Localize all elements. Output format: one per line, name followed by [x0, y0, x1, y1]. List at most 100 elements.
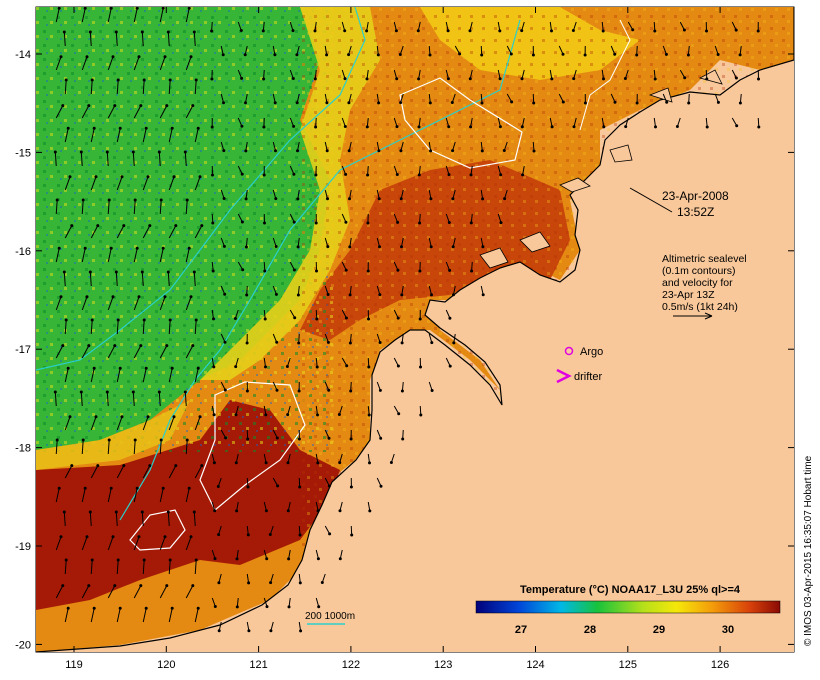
velocity-arrow-head [447, 173, 451, 177]
velocity-arrow-head [92, 366, 96, 370]
velocity-arrow-head [53, 390, 57, 394]
velocity-arrow [168, 368, 173, 383]
velocity-arrow-head [345, 364, 349, 368]
velocity-arrow [263, 405, 267, 415]
velocity-arrow [159, 488, 164, 503]
velocity-arrow [133, 105, 142, 119]
velocity-arrow [116, 416, 123, 431]
islands [479, 69, 723, 269]
lon-tick-label: 120 [157, 659, 175, 671]
velocity-arrow-head [185, 438, 189, 442]
velocity-arrow [497, 21, 501, 31]
timestamp-date: 23-Apr-2008 [662, 189, 729, 203]
velocity-arrow-head [316, 557, 320, 561]
velocity-arrow [349, 237, 352, 247]
velocity-arrow [236, 501, 239, 511]
velocity-arrow [218, 573, 222, 583]
velocity-arrow-head [59, 55, 63, 59]
cool-texture [36, 7, 336, 452]
velocity-arrow-head [417, 173, 421, 177]
velocity-arrow-head [222, 101, 225, 105]
velocity-arrow [116, 79, 119, 95]
velocity-arrow-head [297, 437, 301, 441]
velocity-arrow [90, 225, 99, 239]
velocity-arrow-head [452, 293, 455, 297]
velocity-arrow-head [683, 76, 687, 80]
velocity-arrow [168, 225, 177, 239]
colorbar-ticks: 27 28 29 30 [515, 624, 734, 636]
velocity-arrow-head [292, 268, 296, 272]
velocity-arrow [159, 248, 164, 263]
velocity-arrow-head [57, 486, 61, 490]
velocity-arrow-head [396, 220, 400, 224]
velocity-arrow-head [499, 173, 503, 177]
velocity-arrow-head [418, 317, 422, 321]
velocity-arrow [341, 261, 347, 271]
velocity-arrow-head [157, 150, 161, 154]
lat-tick-label: -16 [15, 246, 31, 258]
velocity-arrow-head [85, 55, 89, 59]
velocity-arrow-head [70, 224, 74, 228]
velocity-arrow [244, 45, 248, 55]
velocity-arrow-head [448, 316, 452, 320]
velocity-arrow [107, 56, 114, 71]
velocity-arrow [211, 501, 216, 511]
velocity-arrow [471, 261, 473, 272]
velocity-arrow-head [133, 438, 137, 442]
velocity-arrow-head [572, 77, 576, 81]
velocity-arrow-head [172, 175, 176, 179]
velocity-arrow-head [451, 149, 455, 153]
velocity-arrow-head [233, 317, 237, 320]
velocity-arrow [419, 405, 422, 416]
lon-tick-label: 126 [711, 659, 729, 671]
velocity-arrow-head [187, 486, 191, 490]
velocity-arrow-head [320, 581, 324, 584]
velocity-arrow-head [366, 173, 370, 177]
velocity-arrow [339, 549, 343, 559]
velocity-arrow [194, 225, 203, 239]
velocity-arrow [653, 21, 656, 32]
altimetry-note-3: and velocity for [662, 277, 733, 289]
velocity-arrow-head [139, 344, 143, 348]
velocity-arrow-head [275, 388, 279, 392]
velocity-arrow-head [613, 100, 617, 104]
velocity-arrow-head [79, 390, 83, 394]
velocity-arrow [549, 69, 553, 79]
velocity-arrow-head [261, 29, 265, 33]
velocity-arrow-head [735, 124, 739, 128]
velocity-arrow [297, 189, 300, 199]
velocity-arrow-head [326, 245, 330, 249]
ocean-mid-south [36, 400, 190, 470]
velocity-arrow [81, 56, 88, 71]
velocity-arrow-head [447, 221, 451, 224]
velocity-arrow [55, 248, 60, 263]
velocity-arrow-head [111, 295, 115, 299]
colorbar [475, 600, 781, 614]
velocity-arrow-head [222, 197, 226, 200]
velocity-arrow-head [498, 125, 502, 129]
velocity-arrow [324, 141, 328, 151]
lon-tick-label: 122 [342, 659, 360, 671]
velocity-arrow-head [276, 484, 280, 488]
velocity-arrow-head [210, 125, 214, 129]
velocity-arrow-head [273, 53, 277, 57]
velocity-arrow [705, 117, 708, 128]
velocity-arrow-head [247, 581, 251, 585]
velocity-arrow-head [79, 150, 83, 154]
velocity-arrow [400, 141, 404, 151]
velocity-arrow-head [316, 509, 320, 513]
velocity-arrow-head [298, 533, 302, 537]
velocity-arrow-head [211, 269, 215, 273]
velocity-arrow-head [325, 53, 329, 57]
altimetry-note-5: 0.5m/s (1kt 24h) [662, 301, 738, 313]
velocity-arrow-head [326, 340, 330, 344]
velocity-arrow [107, 488, 112, 503]
velocity-arrow-head [244, 149, 248, 153]
altimetry-note-2: (0.1m contours) [662, 265, 736, 277]
altimetry-contour-b [199, 381, 306, 511]
velocity-arrow-head [120, 415, 124, 419]
velocity-arrow [315, 453, 319, 463]
velocity-arrow [107, 296, 114, 311]
velocity-arrow [55, 105, 64, 119]
